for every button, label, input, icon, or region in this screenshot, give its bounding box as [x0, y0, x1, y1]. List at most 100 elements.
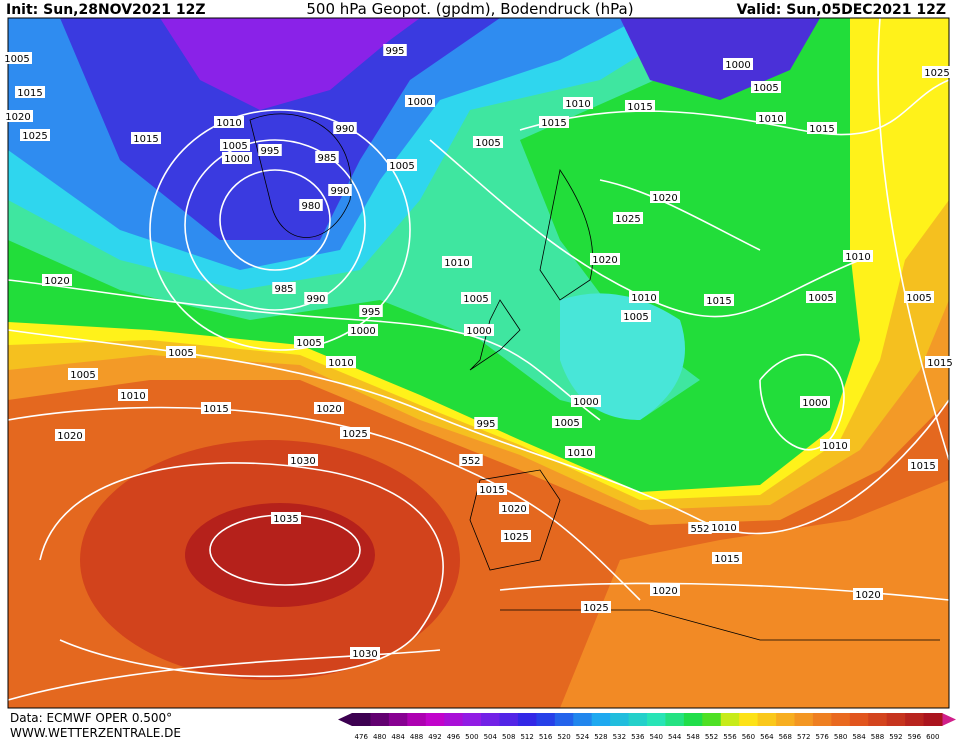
isobar-label-box: [565, 446, 595, 458]
isobar-label: 1015: [133, 134, 158, 145]
isobar-label-box: [459, 454, 483, 466]
colorbar-swatch: [665, 713, 685, 726]
isobar-label-box: [501, 530, 531, 542]
isobar-label-box: [350, 647, 380, 659]
isobar-label-box: [477, 483, 507, 495]
isobar-label: 990: [335, 124, 354, 135]
isobar-line: [7, 406, 641, 601]
isobar-label-box: [333, 122, 357, 134]
isobar-label: 1005: [753, 83, 778, 94]
colorbar-tick-label: 580: [834, 733, 847, 741]
colorbar-swatch: [407, 713, 427, 726]
coastline: [469, 299, 521, 371]
isobar-label: 1020: [652, 193, 677, 204]
isobar-label: 990: [306, 294, 325, 305]
isobar-label: 1000: [350, 326, 375, 337]
colorbar-tick-label: 588: [871, 733, 884, 741]
isobar-label: 1005: [168, 348, 193, 359]
isobar-label-box: [499, 502, 529, 514]
colorbar-tick-label: 548: [686, 733, 699, 741]
colorbar-swatch: [776, 713, 795, 726]
isobar-label-box: [904, 291, 934, 303]
isobar-line: [7, 649, 441, 701]
isobar-label: 1025: [924, 68, 949, 79]
isobar-label: 1015: [714, 554, 739, 565]
isobar-label-box: [925, 356, 955, 368]
isobar-label-box: [625, 100, 655, 112]
isobar-label: 1005: [808, 293, 833, 304]
isobar-label-box: [581, 601, 611, 613]
colorbar-tick-label: 512: [520, 733, 533, 741]
isobar-label: 995: [476, 419, 495, 430]
shade-592: [185, 503, 375, 607]
isobar-label-box: [220, 139, 250, 151]
isobar-label-box: [922, 66, 952, 78]
isobar-label-box: [650, 191, 680, 203]
isobar-label: 1015: [627, 102, 652, 113]
isobar-label: 552: [690, 524, 709, 535]
isobar-label: 1025: [22, 131, 47, 142]
isobar-label-box: [807, 122, 837, 134]
isobar-label: 1000: [802, 398, 827, 409]
isobar-label-box: [288, 454, 318, 466]
isobar-label: 1010: [328, 358, 353, 369]
isobar-label-box: [383, 44, 407, 56]
isobar-label-box: [442, 256, 472, 268]
colorbar-swatch: [757, 713, 777, 726]
isobar-label-box: [304, 292, 328, 304]
isobar-label-box: [806, 291, 836, 303]
isobar-label-box: [15, 86, 45, 98]
colorbar-swatch: [425, 713, 445, 726]
isobar-label: 1015: [203, 404, 228, 415]
isobar-label: 1025: [503, 532, 528, 543]
colorbar-tick-label: 564: [760, 733, 774, 741]
isobar-line: [877, 17, 950, 461]
colorbar-swatch: [591, 713, 611, 726]
colorbar-tick-label: 568: [779, 733, 792, 741]
isobar-label: 1000: [466, 326, 491, 337]
isobar-label-box: [590, 253, 620, 265]
isobar-label: 1010: [567, 448, 592, 459]
isobar-label-box: [473, 136, 503, 148]
isobar-label: 1005: [906, 293, 931, 304]
colorbar-tick-label: 524: [576, 733, 590, 741]
isobar-label: 995: [361, 307, 380, 318]
isobar-label: 1015: [541, 118, 566, 129]
colorbar-tick-label: 532: [613, 733, 626, 741]
isobar-label-box: [464, 324, 494, 336]
isobar-label: 1020: [57, 431, 82, 442]
isobar-label-box: [629, 291, 659, 303]
isobar-line: [219, 169, 331, 271]
isobar-label-box: [621, 310, 651, 322]
colorbar-tick-label: 576: [815, 733, 829, 741]
isobar-label-box: [3, 110, 33, 122]
colorbar-tick-label: 528: [594, 733, 607, 741]
isobar-label: 1030: [352, 649, 377, 660]
isobar-label-box: [348, 324, 378, 336]
isobar-label-box: [474, 417, 498, 429]
valid-time: Valid: Sun,05DEC2021 12Z: [737, 2, 946, 18]
isobar-label: 1005: [554, 418, 579, 429]
isobar-label-box: [709, 521, 739, 533]
isobar-label: 1005: [296, 338, 321, 349]
colorbar-tick-label: 500: [465, 733, 478, 741]
isobar-label: 1020: [316, 404, 341, 415]
isobar-label: 1010: [444, 258, 469, 269]
isobar-label: 1005: [389, 161, 414, 172]
colorbar-tick-label: 508: [502, 733, 515, 741]
isobar-label: 1010: [822, 441, 847, 452]
colorbar-tick-label: 516: [539, 733, 553, 741]
colorbar-tick-label: 560: [742, 733, 755, 741]
isobar-label-box: [843, 250, 873, 262]
isobar-label-box: [359, 305, 383, 317]
colorbar-tick-label: 552: [705, 733, 718, 741]
isobar-label-box: [118, 389, 148, 401]
isobar-label: 1000: [224, 154, 249, 165]
isobar-label-box: [820, 439, 850, 451]
shade-576: [560, 480, 949, 708]
isobar-line: [7, 279, 601, 421]
colorbar-swatch: [794, 713, 814, 726]
isobar-label: 990: [330, 186, 349, 197]
colorbar-arrow-left: [338, 713, 352, 726]
colorbar-tick-label: 484: [391, 733, 405, 741]
